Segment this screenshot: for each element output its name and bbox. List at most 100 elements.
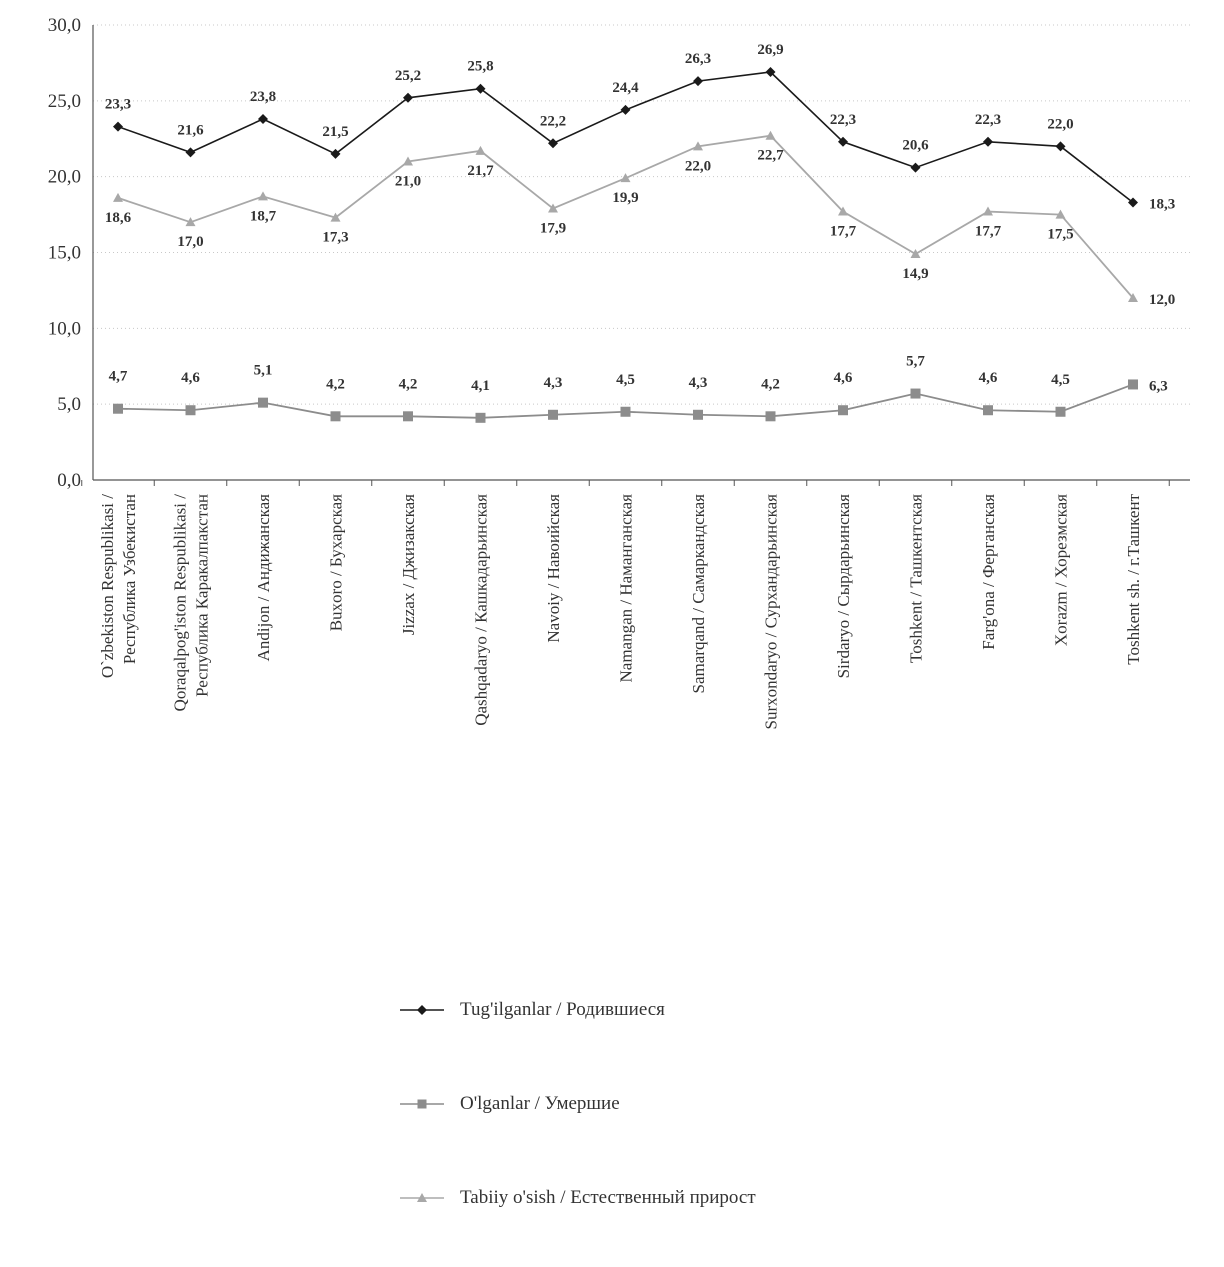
- data-label: 17,5: [1047, 227, 1073, 243]
- point-marker: [403, 92, 413, 103]
- data-label: 4,3: [689, 375, 708, 391]
- point-marker: [1128, 379, 1138, 390]
- x-category-label: Namangan / Наманганская: [617, 494, 636, 683]
- point-marker: [910, 162, 921, 173]
- legend-marker-diamond: [400, 1005, 444, 1015]
- legend-label-births: Tug'ilganlar / Родившиеся: [460, 999, 665, 1020]
- x-category-label: Xorazm / Хорезмская: [1052, 494, 1071, 646]
- data-label: 4,5: [616, 372, 635, 388]
- point-marker: [113, 192, 123, 202]
- data-label: 22,0: [685, 158, 711, 174]
- data-label: 21,6: [177, 122, 204, 138]
- x-category-label: Navoiy / Навоийская: [544, 494, 563, 643]
- point-marker: [403, 156, 413, 166]
- data-label: 22,7: [757, 148, 784, 164]
- data-label: 17,7: [830, 224, 857, 240]
- data-label: 4,5: [1051, 372, 1070, 388]
- data-label: 20,6: [902, 138, 929, 154]
- point-marker: [838, 206, 848, 216]
- y-tick-label: 5,0: [57, 394, 81, 415]
- point-marker: [185, 405, 196, 416]
- data-label: 25,2: [395, 68, 421, 84]
- data-label: 17,3: [322, 230, 348, 246]
- x-category-label: Samarqand / Самаркандская: [689, 494, 708, 694]
- data-label: 14,9: [902, 266, 928, 282]
- x-category-label: Buxoro / Бухарская: [327, 494, 346, 631]
- legend-label-natural-growth: Tabiiy o'sish / Естественный прирост: [460, 1187, 756, 1208]
- data-label: 4,7: [109, 369, 128, 385]
- x-category-label: Toshkent sh. / г.Ташкент: [1124, 493, 1143, 664]
- legend-item-births: Tug'ilganlar / Родившиеся: [398, 985, 756, 1035]
- x-category-label: Farg'ona / Ферганская: [979, 494, 998, 650]
- point-marker: [765, 67, 776, 78]
- x-category-label: Республика Каракалпакстан: [193, 494, 212, 697]
- point-marker: [475, 83, 486, 94]
- point-marker: [910, 249, 921, 259]
- x-category-label: Surxondaryo / Сурхандарьинская: [762, 494, 781, 730]
- point-marker: [1055, 406, 1066, 417]
- data-label: 17,0: [177, 234, 203, 250]
- point-marker: [185, 147, 196, 158]
- data-label: 4,3: [544, 375, 563, 391]
- data-label: 19,9: [612, 190, 638, 206]
- data-label: 18,6: [105, 210, 132, 226]
- data-label: 4,1: [471, 378, 490, 394]
- data-label: 6,3: [1149, 378, 1168, 394]
- point-marker: [113, 121, 123, 132]
- point-marker: [910, 388, 921, 399]
- data-label: 18,3: [1149, 196, 1175, 212]
- point-marker: [475, 412, 486, 423]
- point-marker: [838, 136, 848, 147]
- x-category-label: Республика Узбекистан: [120, 494, 139, 664]
- point-marker: [1055, 141, 1066, 152]
- data-label: 4,6: [181, 370, 200, 386]
- data-label: 17,9: [540, 221, 566, 237]
- point-marker: [1128, 197, 1138, 208]
- x-category-label: Andijon / Андижанская: [254, 494, 273, 662]
- y-tick-label: 30,0: [48, 15, 81, 36]
- point-marker: [620, 406, 631, 417]
- y-tick-label: 10,0: [48, 318, 81, 339]
- point-marker: [258, 114, 268, 125]
- x-category-label: Sirdaryo / Сырдарьинская: [834, 494, 853, 679]
- point-marker: [983, 206, 993, 216]
- point-marker: [113, 403, 123, 414]
- data-label: 4,6: [979, 370, 998, 386]
- x-category-label: Qoraqalpog'iston Respublikasi /: [171, 494, 190, 712]
- legend-marker-square: [400, 1099, 444, 1109]
- data-label: 23,3: [105, 97, 131, 113]
- point-marker: [403, 411, 413, 422]
- data-label: 17,7: [975, 224, 1002, 240]
- data-label: 21,0: [395, 174, 421, 190]
- point-marker: [620, 173, 631, 183]
- legend-item-deaths: O'lganlar / Умершие: [398, 1079, 756, 1129]
- point-marker: [765, 411, 776, 422]
- data-label: 22,0: [1047, 116, 1073, 132]
- point-marker: [1055, 209, 1066, 219]
- y-tick-label: 0,0: [57, 470, 81, 491]
- data-label: 4,2: [399, 376, 418, 392]
- point-marker: [983, 136, 993, 147]
- data-label: 22,3: [830, 112, 856, 128]
- data-label: 4,2: [761, 376, 780, 392]
- point-marker: [258, 397, 268, 408]
- x-category-label: Jizzax / Джизакская: [399, 494, 418, 635]
- x-category-label: Toshkent / Ташкентская: [907, 494, 926, 663]
- point-marker: [258, 191, 268, 201]
- y-tick-label: 20,0: [48, 167, 81, 188]
- point-marker: [475, 145, 486, 155]
- point-marker: [765, 130, 776, 140]
- data-label: 24,4: [612, 80, 639, 96]
- data-label: 4,6: [834, 370, 853, 386]
- data-label: 22,3: [975, 112, 1001, 128]
- point-marker: [548, 203, 558, 213]
- point-marker: [693, 409, 703, 420]
- point-marker: [1128, 293, 1138, 302]
- point-marker: [693, 76, 703, 87]
- line-chart: 0,0 5,0 10,0 15,0 20,0 25,0 30,0 O`zbekiston Re…: [48, 15, 1190, 730]
- legend-label-deaths: O'lganlar / Умершие: [460, 1093, 620, 1114]
- point-marker: [548, 409, 558, 420]
- chart-legend: Tug'ilganlar / Родившиеся O'lganlar / Ум…: [398, 985, 756, 1267]
- point-marker: [330, 212, 341, 222]
- point-marker: [330, 411, 341, 422]
